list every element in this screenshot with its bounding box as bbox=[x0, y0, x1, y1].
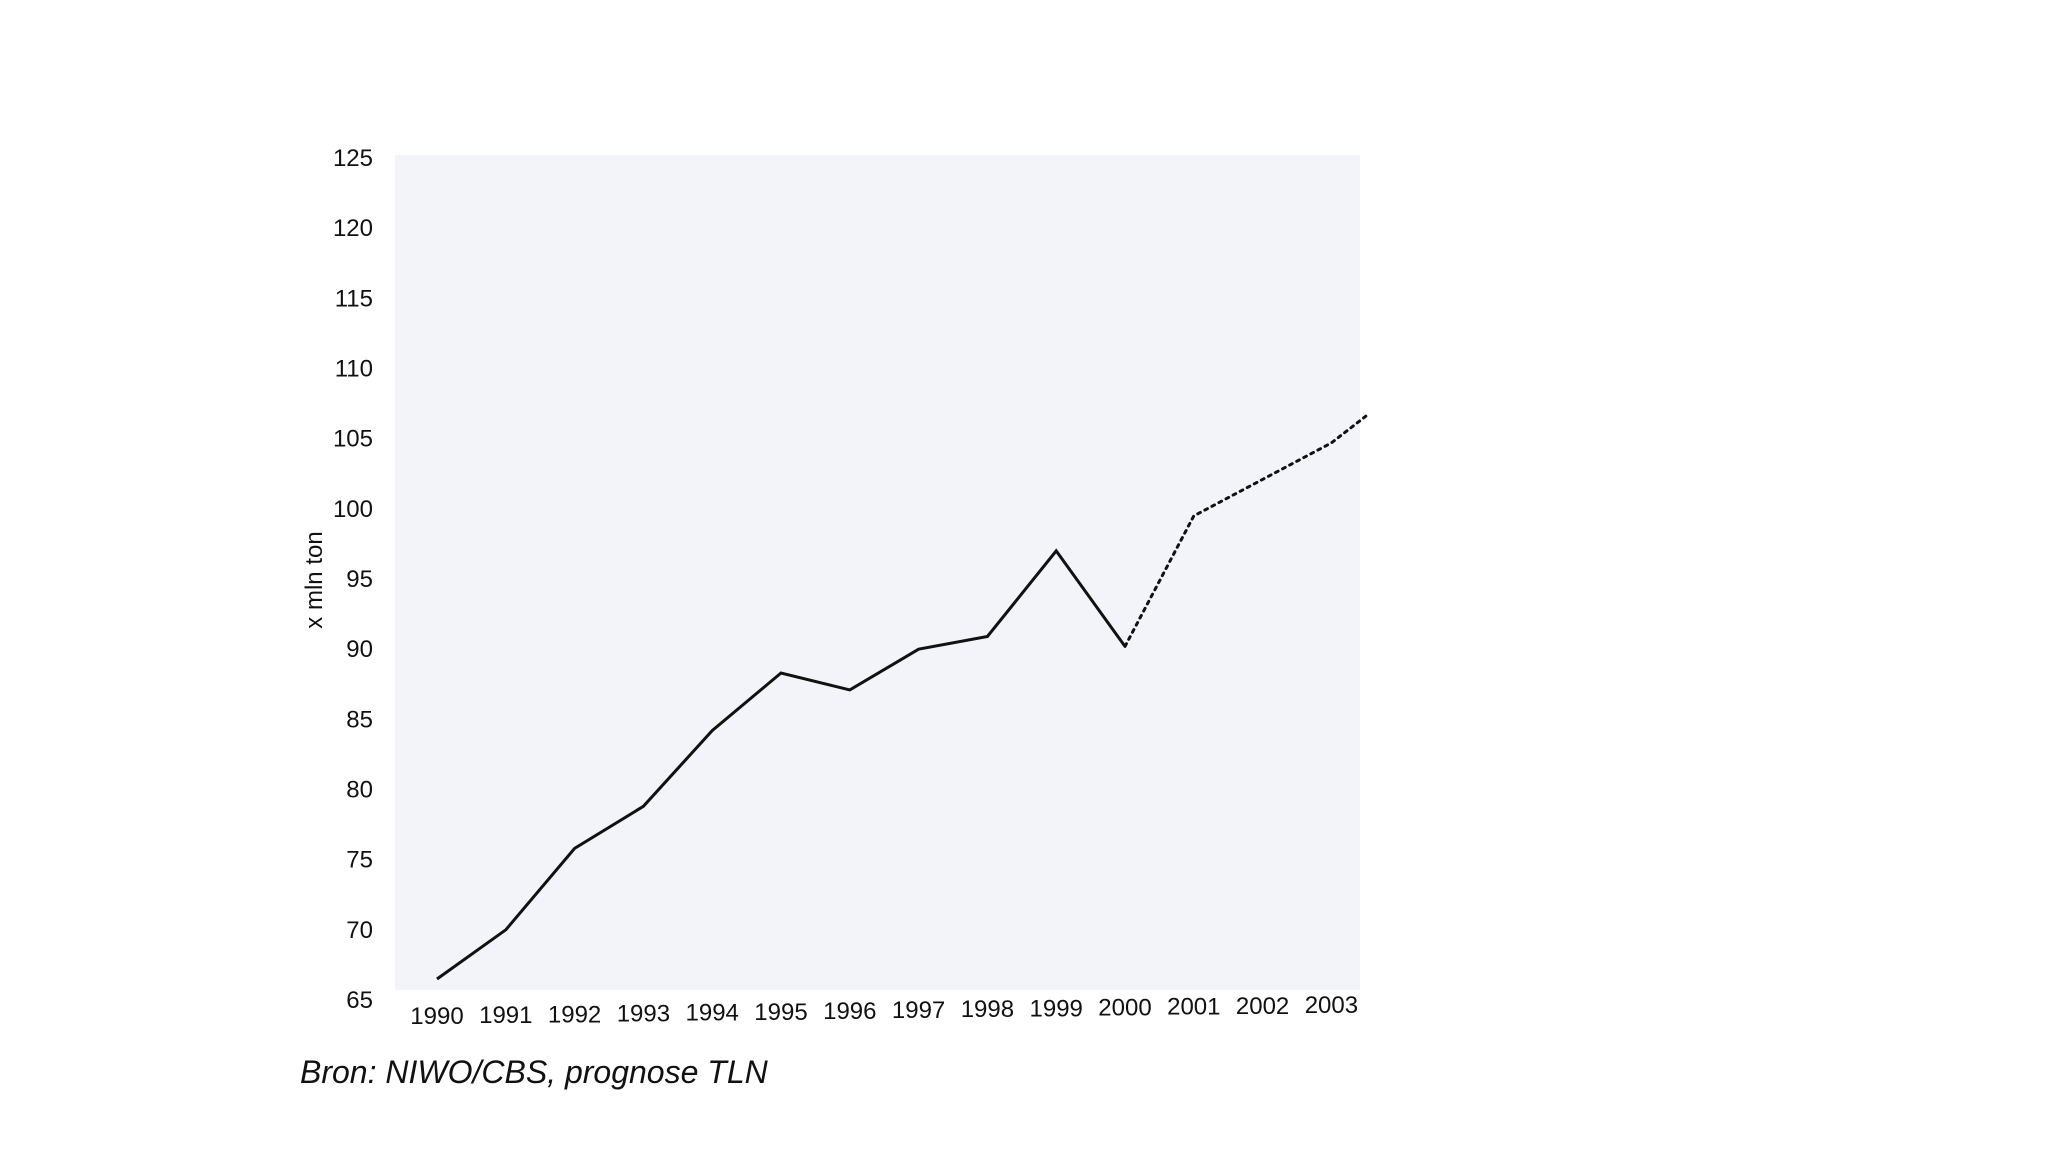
forecast-series-line bbox=[1123, 414, 1368, 648]
x-tick-label: 1992 bbox=[548, 1001, 601, 1028]
y-tick-label: 75 bbox=[346, 847, 373, 874]
y-tick-label: 90 bbox=[346, 636, 373, 663]
x-tick-label: 1993 bbox=[617, 1000, 670, 1027]
x-tick-label: 1994 bbox=[686, 1000, 739, 1027]
y-tick-label: 115 bbox=[335, 285, 373, 312]
y-axis-label: x mln ton bbox=[301, 531, 328, 628]
y-tick-label: 80 bbox=[346, 777, 373, 804]
x-tick-label: 1991 bbox=[479, 1002, 532, 1029]
y-tick-label: 100 bbox=[333, 496, 373, 523]
y-tick-label: 110 bbox=[335, 356, 373, 383]
y-axis-ticks: 65 70 75 80 85 90 95 100 105 110 115 120 125 bbox=[333, 145, 373, 1014]
y-tick-label: 120 bbox=[333, 215, 373, 242]
x-tick-label: 2003 bbox=[1305, 992, 1358, 1019]
x-tick-label: 2000 bbox=[1098, 995, 1151, 1022]
actual-series-line bbox=[436, 548, 1127, 981]
plot-area-background bbox=[395, 155, 1360, 990]
x-tick-label: 1998 bbox=[961, 996, 1014, 1023]
x-axis-ticks: 1990 1991 1992 1993 1994 1995 1996 1997 1998 1999… bbox=[410, 992, 1358, 1030]
x-tick-label: 1997 bbox=[892, 997, 945, 1024]
x-tick-label: 2002 bbox=[1236, 993, 1289, 1020]
y-tick-label: 105 bbox=[333, 426, 373, 453]
x-tick-label: 1990 bbox=[410, 1003, 463, 1030]
y-tick-label: 65 bbox=[346, 987, 373, 1014]
y-tick-label: 85 bbox=[346, 706, 373, 733]
source-note: Bron: NIWO/CBS, prognose TLN bbox=[300, 1054, 769, 1090]
y-tick-label: 125 bbox=[333, 145, 373, 172]
x-tick-label: 2001 bbox=[1167, 994, 1220, 1021]
y-tick-label: 70 bbox=[346, 917, 373, 944]
x-tick-label: 1996 bbox=[823, 998, 876, 1025]
y-tick-label: 95 bbox=[346, 566, 373, 593]
x-tick-label: 1999 bbox=[1030, 995, 1083, 1022]
x-tick-label: 1995 bbox=[754, 999, 807, 1026]
series-lines bbox=[436, 414, 1368, 981]
